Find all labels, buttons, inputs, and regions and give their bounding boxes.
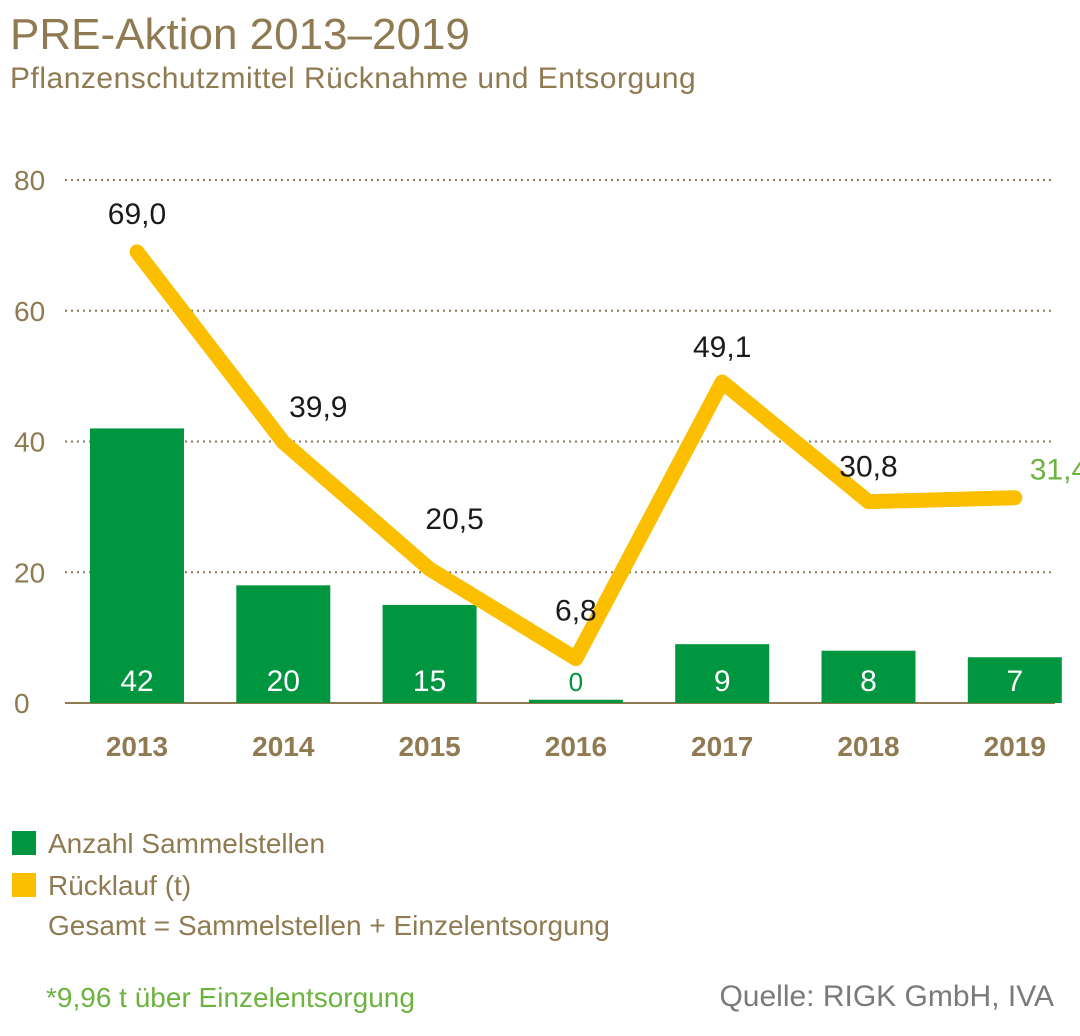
bar-label-2016: 0 [569, 667, 583, 697]
y-tick-label: 60 [14, 296, 45, 327]
bar-label-2019: 7 [1006, 665, 1023, 698]
bar-2019 [967, 657, 1062, 703]
bar-label-2013: 42 [120, 665, 153, 698]
legend-swatch-bars [12, 831, 36, 855]
y-tick-label: 20 [14, 557, 45, 588]
line-ruecklauf [129, 244, 1023, 667]
legend-item-bars: Anzahl Sammelstellen [12, 828, 325, 860]
legend-label-bars: Anzahl Sammelstellen [48, 828, 326, 859]
x-tick-label: 2014 [252, 731, 315, 762]
bar-label-2017: 9 [714, 665, 731, 698]
x-tick-label: 2019 [984, 731, 1046, 762]
legend-note: Gesamt = Sammelstellen + Einzelentsorgun… [48, 910, 610, 941]
line-label-2014: 39,9 [289, 391, 347, 424]
line-label-2016: 6,8 [555, 595, 597, 628]
bar-2013 [90, 428, 184, 703]
x-tick-label: 2018 [837, 731, 899, 762]
bar-2015 [382, 604, 477, 703]
bar-2018 [821, 650, 916, 703]
chart-title: PRE-Aktion 2013–2019 [10, 10, 470, 59]
legend-label-line: Rücklauf (t) [48, 870, 192, 901]
legend-swatch-line [12, 873, 36, 897]
legend-item-line: Rücklauf (t) [12, 870, 191, 902]
x-tick-label: 2016 [545, 731, 607, 762]
y-tick-label: 0 [14, 688, 30, 719]
line-label-2019: 31,4* [1030, 454, 1080, 487]
y-tick-label: 40 [14, 427, 45, 458]
line-label-2017: 49,1 [693, 331, 751, 364]
bar-label-2015: 15 [413, 665, 446, 698]
bar-label-2018: 8 [860, 665, 877, 698]
bar-label-2014: 20 [267, 665, 300, 698]
x-tick-label: 2015 [398, 731, 460, 762]
footnote: *9,96 t über Einzelentsorgung [46, 982, 415, 1013]
line-label-2013: 69,0 [108, 198, 166, 231]
source: Quelle: RIGK GmbH, IVA [719, 980, 1054, 1013]
bar-2016 [528, 699, 623, 703]
bar-2014 [236, 585, 331, 703]
line-label-2015: 20,5 [425, 503, 483, 536]
chart-subtitle: Pflanzenschutzmittel Rücknahme und Entso… [10, 62, 697, 95]
x-tick-label: 2017 [691, 731, 753, 762]
x-tick-label: 2013 [106, 731, 168, 762]
y-tick-label: 80 [14, 165, 45, 196]
bar-2017 [675, 644, 770, 703]
line-label-2018: 30,8 [839, 451, 897, 484]
